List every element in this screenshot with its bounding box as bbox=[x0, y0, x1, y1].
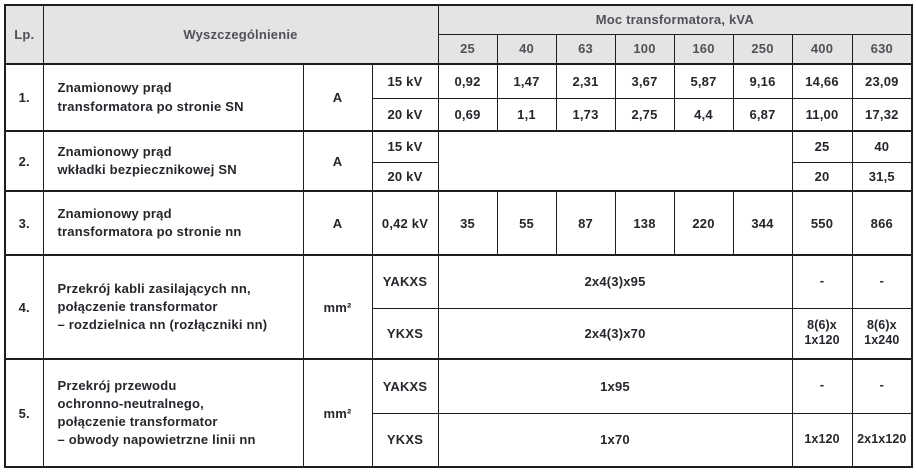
value-cell: 17,32 bbox=[851, 97, 913, 132]
unit-cell: mm² bbox=[302, 254, 373, 360]
value-cell: - bbox=[851, 358, 913, 414]
description-cell: Przekrój kabli zasilających nn, połączen… bbox=[42, 254, 304, 360]
value-cell: 0,92 bbox=[437, 63, 498, 99]
value-cell: 20 bbox=[791, 161, 853, 192]
lp-cell: 1. bbox=[4, 63, 44, 132]
unit-cell: mm² bbox=[302, 358, 373, 468]
value-cell: 35 bbox=[437, 190, 498, 256]
value-cell: 4,4 bbox=[673, 97, 734, 132]
table-row: 4. Przekrój kabli zasilających nn, połąc… bbox=[4, 254, 913, 360]
value-cell: 138 bbox=[614, 190, 675, 256]
value-cell: 0,69 bbox=[437, 97, 498, 132]
description-cell: Znamionowy prąd transformatora po stroni… bbox=[42, 63, 304, 132]
value-cell: 2,75 bbox=[614, 97, 675, 132]
value-cell: 25 bbox=[791, 130, 853, 163]
header-kva-63: 63 bbox=[555, 33, 616, 65]
header-kva-100: 100 bbox=[614, 33, 675, 65]
lp-cell: 4. bbox=[4, 254, 44, 360]
table-row: 20 kV 0,69 1,1 1,73 2,75 4,4 6,87 11,00 … bbox=[5, 97, 913, 132]
cable-type-cell: YKXS bbox=[371, 307, 439, 360]
value-cell: 344 bbox=[732, 190, 793, 256]
description-cell: Przekrój przewodu ochronno-neutralnego, … bbox=[42, 358, 304, 468]
cable-type-cell: YAKXS bbox=[371, 358, 439, 414]
cable-type-cell: YKXS bbox=[371, 412, 439, 468]
header-kva-25: 25 bbox=[437, 33, 498, 65]
cable-type-cell: YAKXS bbox=[371, 254, 439, 309]
transformer-parameters-table: Lp. Wyszczególnienie Moc transformatora,… bbox=[4, 4, 914, 468]
value-cell: 87 bbox=[555, 190, 616, 256]
lp-cell: 3. bbox=[4, 190, 44, 256]
description-cell: Znamionowy prąd transformatora po stroni… bbox=[42, 190, 304, 256]
header-lp: Lp. bbox=[4, 4, 44, 65]
value-cell: 8(6)x 1x120 bbox=[791, 307, 853, 360]
voltage-key-cell: 15 kV bbox=[371, 130, 439, 163]
table-row: 5. Przekrój przewodu ochronno-neutralneg… bbox=[4, 358, 913, 468]
voltage-key-cell: 20 kV bbox=[371, 97, 439, 132]
value-cell: 1x120 bbox=[791, 412, 853, 468]
lp-cell: 2. bbox=[4, 130, 44, 192]
value-cell: 14,66 bbox=[791, 63, 853, 99]
table-row: 1. Znamionowy prąd transformatora po str… bbox=[4, 63, 913, 132]
value-cell: 31,5 bbox=[851, 161, 913, 192]
unit-cell: A bbox=[302, 130, 373, 192]
span-value-cell: 1x95 bbox=[437, 358, 793, 414]
table-row: YKXS 1x70 1x120 2x1x120 bbox=[5, 412, 913, 468]
value-cell: 550 bbox=[791, 190, 853, 256]
value-cell: 1,73 bbox=[555, 97, 616, 132]
value-cell: - bbox=[791, 254, 853, 309]
span-value-cell: 1x70 bbox=[437, 412, 793, 468]
value-cell: 220 bbox=[673, 190, 734, 256]
value-cell: - bbox=[851, 254, 913, 309]
value-cell: 866 bbox=[851, 190, 913, 256]
table-header: Lp. Wyszczególnienie Moc transformatora,… bbox=[4, 4, 913, 65]
blank-merged-cell bbox=[437, 130, 793, 192]
unit-cell: A bbox=[302, 190, 373, 256]
value-cell: 55 bbox=[496, 190, 557, 256]
value-cell: - bbox=[791, 358, 853, 414]
table-body: 1. Znamionowy prąd transformatora po str… bbox=[4, 63, 913, 468]
unit-cell: A bbox=[302, 63, 373, 132]
value-cell: 8(6)x 1x240 bbox=[851, 307, 913, 360]
header-specification: Wyszczególnienie bbox=[42, 4, 439, 65]
span-value-cell: 2x4(3)x95 bbox=[437, 254, 793, 309]
value-cell: 23,09 bbox=[851, 63, 913, 99]
value-cell: 11,00 bbox=[791, 97, 853, 132]
span-value-cell: 2x4(3)x70 bbox=[437, 307, 793, 360]
table-row: 3. Znamionowy prąd transformatora po str… bbox=[4, 190, 913, 256]
value-cell: 1,47 bbox=[496, 63, 557, 99]
value-cell: 2,31 bbox=[555, 63, 616, 99]
value-cell: 1,1 bbox=[496, 97, 557, 132]
table-row: 2. Znamionowy prąd wkładki bezpiecznikow… bbox=[4, 130, 913, 192]
value-cell: 5,87 bbox=[673, 63, 734, 99]
header-kva-400: 400 bbox=[791, 33, 853, 65]
description-cell: Znamionowy prąd wkładki bezpiecznikowej … bbox=[42, 130, 304, 192]
header-kva-630: 630 bbox=[851, 33, 913, 65]
header-kva-250: 250 bbox=[732, 33, 793, 65]
value-cell: 40 bbox=[851, 130, 913, 163]
value-cell: 9,16 bbox=[732, 63, 793, 99]
value-cell: 2x1x120 bbox=[851, 412, 913, 468]
voltage-key-cell: 0,42 kV bbox=[371, 190, 439, 256]
header-power-group: Moc transformatora, kVA bbox=[437, 4, 913, 35]
value-cell: 6,87 bbox=[732, 97, 793, 132]
voltage-key-cell: 15 kV bbox=[371, 63, 439, 99]
table-row: YKXS 2x4(3)x70 8(6)x 1x120 8(6)x 1x240 bbox=[5, 307, 913, 360]
voltage-key-cell: 20 kV bbox=[371, 161, 439, 192]
value-cell: 3,67 bbox=[614, 63, 675, 99]
table-row: 20 kV 20 31,5 bbox=[5, 161, 913, 192]
lp-cell: 5. bbox=[4, 358, 44, 468]
header-kva-40: 40 bbox=[496, 33, 557, 65]
header-kva-160: 160 bbox=[673, 33, 734, 65]
